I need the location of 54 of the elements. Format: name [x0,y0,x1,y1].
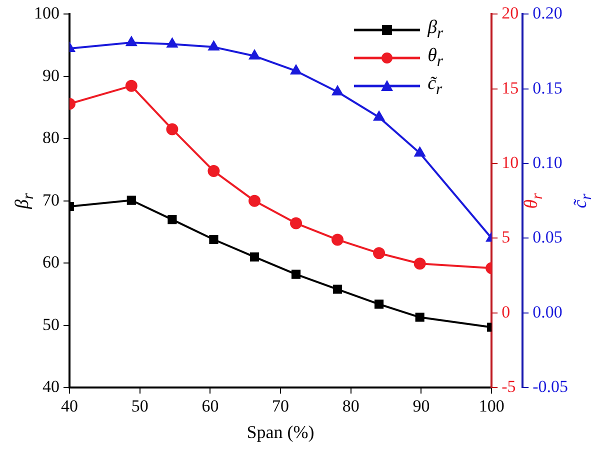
x-axis-title: Span (%) [246,421,314,443]
point [332,86,343,96]
point [332,284,342,294]
point [249,50,260,60]
point [374,111,384,121]
point [168,215,177,224]
y3-tick-label: -0.05 [532,377,568,396]
point [414,258,426,270]
y-tick-label: 90 [42,66,60,85]
legend-label: β$_{r}$ [428,17,444,44]
point [125,80,138,92]
point [373,247,386,260]
x-tick-label: 90 [412,396,430,416]
y3-tick-label: 0.10 [532,153,562,172]
y3-tick-label: 0.20 [532,4,562,23]
y-tick-label: 80 [42,128,60,148]
point [374,300,384,309]
x-tick-label: 50 [131,396,148,416]
point [166,123,178,136]
point [290,217,302,230]
point [248,194,261,207]
legend-label: θ$_{r}$ [428,45,444,72]
point [166,38,178,48]
point [415,312,424,322]
y3-tick-label: 0.15 [532,78,562,98]
x-tick-label: 100 [478,396,504,416]
point [414,147,426,157]
y2-tick-label: 10 [502,153,519,172]
y3-tick-label: 0.00 [532,302,562,322]
point [208,165,220,178]
y-tick-label: 70 [42,190,60,210]
point [208,41,220,51]
y2-tick-label: 15 [502,78,519,98]
point [290,64,302,74]
y-tick-label: 40 [42,377,60,396]
y2-tick-label: 5 [502,228,510,247]
y-tick-label: 100 [34,4,60,23]
y2-tick-label: 20 [502,4,519,23]
y2-tick-label: 0 [502,302,510,322]
y-tick-label: 50 [42,314,60,334]
point [126,196,136,205]
legend-label: c̃$_{r}$ [428,73,442,100]
x-tick-label: 80 [342,396,360,416]
point [209,234,218,244]
x-tick-label: 60 [202,396,219,416]
x-tick-label: 40 [61,396,78,416]
point [250,252,260,262]
point [332,234,344,246]
y-tick-label: 60 [42,252,60,272]
x-tick-label: 70 [272,396,290,416]
y2-tick-label: -5 [502,377,516,396]
point [291,270,301,279]
point [126,36,137,46]
y3-tick-label: 0.05 [532,228,562,247]
